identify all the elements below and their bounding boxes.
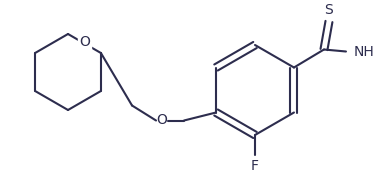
Text: F: F xyxy=(251,159,259,173)
Text: O: O xyxy=(157,114,167,127)
Text: NH₂: NH₂ xyxy=(354,45,373,58)
Text: O: O xyxy=(79,34,90,49)
Text: S: S xyxy=(325,4,333,17)
